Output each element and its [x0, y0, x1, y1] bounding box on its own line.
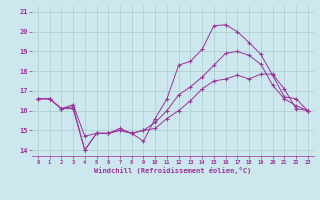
X-axis label: Windchill (Refroidissement éolien,°C): Windchill (Refroidissement éolien,°C) — [94, 167, 252, 174]
